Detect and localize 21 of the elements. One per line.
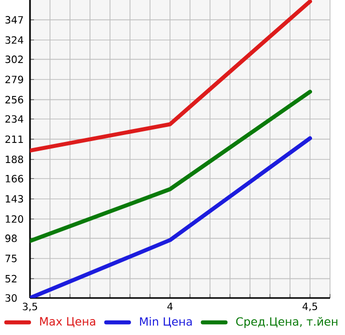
y-tick-label: 166 bbox=[6, 174, 24, 182]
y-tick-label: 52 bbox=[5, 274, 16, 282]
y-tick-label: 98 bbox=[5, 234, 17, 242]
y-tick-label: 234 bbox=[5, 115, 24, 123]
y-tick-label: 120 bbox=[6, 215, 24, 223]
legend-label: Max Цена bbox=[40, 317, 96, 328]
y-tick-label: 324 bbox=[5, 36, 24, 44]
y-tick-label: 211 bbox=[5, 135, 23, 143]
y-tick-label: 256 bbox=[5, 96, 24, 104]
legend-label: Min Цена bbox=[140, 317, 192, 328]
y-tick-label: 279 bbox=[5, 76, 24, 84]
x-tick-label: 4 bbox=[167, 302, 173, 310]
y-tick-label: 302 bbox=[5, 56, 23, 64]
x-tick-label: 4,5 bbox=[302, 302, 318, 312]
y-tick-label: 143 bbox=[6, 195, 23, 203]
y-tick-label: 75 bbox=[6, 254, 17, 262]
y-tick-label: 30 bbox=[5, 294, 17, 302]
y-tick-label: 347 bbox=[5, 16, 23, 24]
x-tick-label: 3,5 bbox=[22, 302, 38, 312]
legend-label: Сред.Цена, т.йен bbox=[236, 317, 338, 328]
y-tick-label: 188 bbox=[6, 156, 24, 164]
